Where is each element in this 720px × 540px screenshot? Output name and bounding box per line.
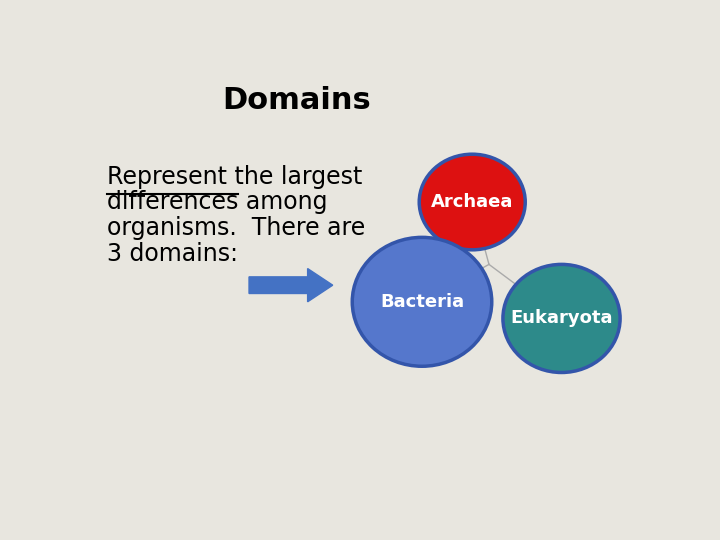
Ellipse shape — [419, 154, 526, 250]
Text: Bacteria: Bacteria — [380, 293, 464, 311]
FancyArrow shape — [249, 268, 333, 302]
Text: 3 domains:: 3 domains: — [107, 242, 238, 266]
Ellipse shape — [352, 238, 492, 366]
Text: Eukaryota: Eukaryota — [510, 309, 613, 327]
Ellipse shape — [503, 265, 620, 373]
Text: Archaea: Archaea — [431, 193, 513, 211]
Text: Represent the largest: Represent the largest — [107, 165, 362, 188]
Text: differences among: differences among — [107, 191, 327, 214]
Text: Domains: Domains — [222, 85, 371, 114]
Text: organisms.  There are: organisms. There are — [107, 216, 365, 240]
